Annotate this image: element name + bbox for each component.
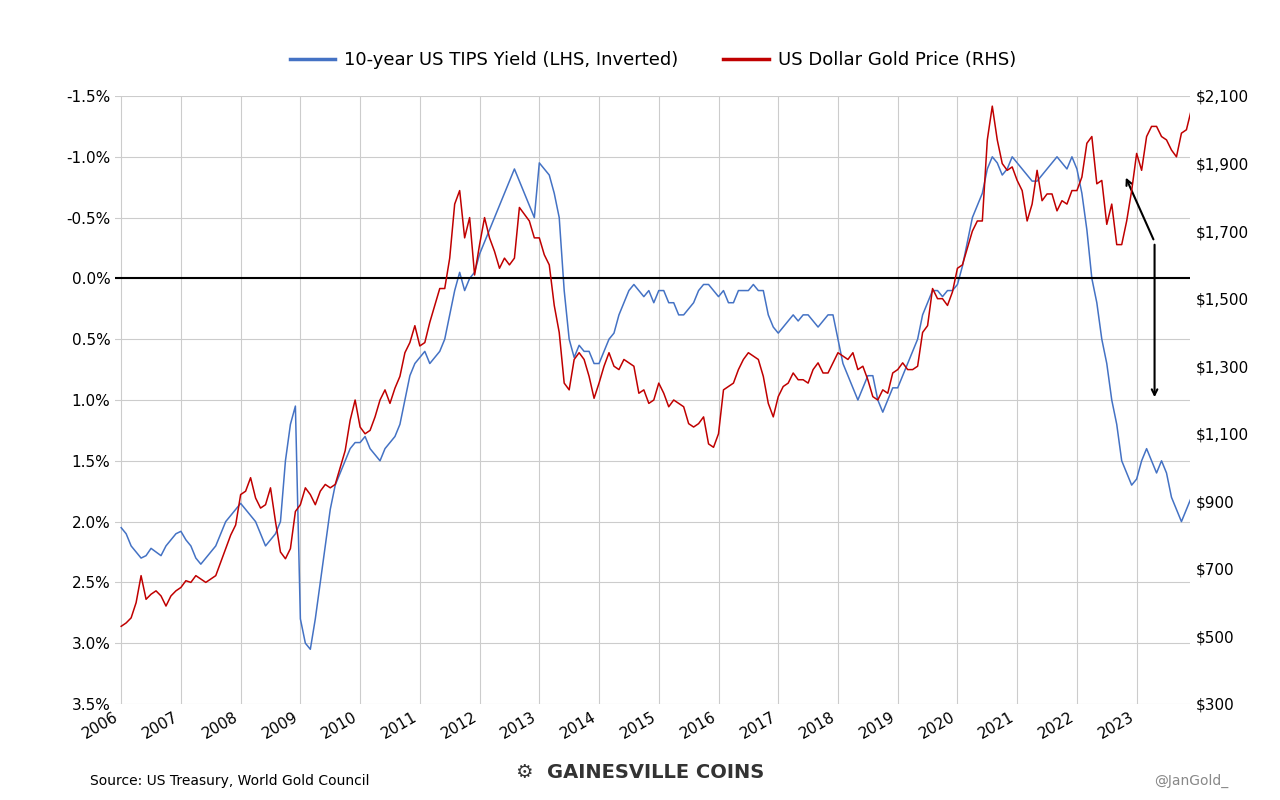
Legend: 10-year US TIPS Yield (LHS, Inverted), US Dollar Gold Price (RHS): 10-year US TIPS Yield (LHS, Inverted), U…: [283, 44, 1023, 77]
Text: Source: US Treasury, World Gold Council: Source: US Treasury, World Gold Council: [90, 774, 369, 788]
Text: @JanGold_: @JanGold_: [1155, 774, 1229, 788]
Text: ⚙  GAINESVILLE COINS: ⚙ GAINESVILLE COINS: [516, 762, 764, 782]
